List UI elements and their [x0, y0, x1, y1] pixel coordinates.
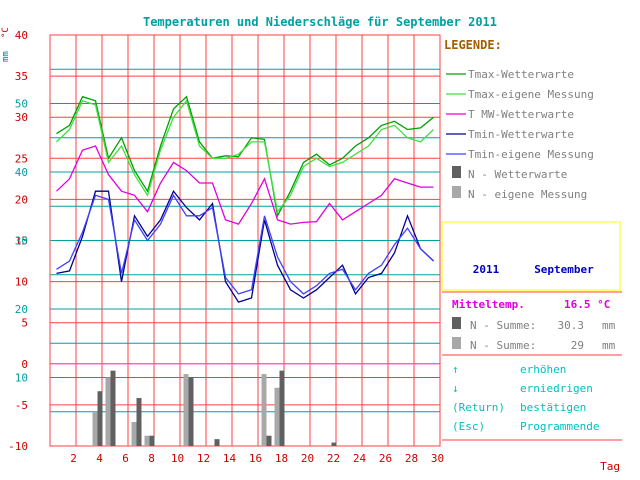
- temp-tick-label: 20: [15, 193, 28, 206]
- temp-tick-label: 25: [15, 152, 28, 165]
- precip-bar: [183, 374, 189, 446]
- precip-bar: [97, 391, 103, 446]
- precip-sum-unit: mm: [602, 319, 616, 332]
- precip-bar: [131, 422, 137, 446]
- x-axis-label: Tag: [600, 460, 620, 473]
- precip-bar: [136, 398, 142, 446]
- precip-bar: [188, 377, 194, 446]
- series-line-1: [56, 99, 434, 214]
- temp-unit-label: °C: [1, 27, 11, 38]
- stats-swatch: [452, 337, 461, 349]
- precip-tick-label: 40: [15, 166, 28, 179]
- x-tick-label: 4: [96, 452, 103, 465]
- control-key: ↓: [452, 382, 459, 395]
- control-key: (Return): [452, 401, 505, 414]
- control-key: ↑: [452, 363, 459, 376]
- plot-frame: [49, 34, 441, 447]
- temp-tick-label: 35: [15, 70, 28, 83]
- control-label: erhöhen: [520, 363, 566, 376]
- precip-bars: [92, 370, 337, 446]
- x-tick-label: 8: [148, 452, 155, 465]
- control-label: bestätigen: [520, 401, 586, 414]
- precip-bar: [331, 442, 337, 446]
- legend-panel: [441, 34, 625, 220]
- x-tick-label: 18: [275, 452, 288, 465]
- precip-tick-label: 20: [15, 303, 28, 316]
- precip-bar: [149, 435, 155, 446]
- x-tick-label: 12: [197, 452, 210, 465]
- x-tick-label: 26: [379, 452, 392, 465]
- legend-swatch: [452, 186, 461, 198]
- control-label: erniedrigen: [520, 382, 593, 395]
- precip-bar: [279, 370, 285, 446]
- x-tick-label: 14: [223, 452, 237, 465]
- legend-item-label: Tmax-Wetterwarte: [468, 68, 574, 81]
- legend-swatch: [452, 166, 461, 178]
- precip-gridlines: [50, 68, 440, 413]
- precip-bar: [144, 435, 150, 446]
- legend-item-label: Tmin-Wetterwarte: [468, 128, 574, 141]
- period-box: [441, 221, 621, 291]
- legend-item-label: Tmax-eigene Messung: [468, 88, 594, 101]
- temp-tick-label: 40: [15, 29, 28, 42]
- precip-bar: [261, 374, 267, 446]
- legend-item-label: T MW-Wetterwarte: [468, 108, 574, 121]
- period-month: September: [534, 263, 594, 276]
- temp-tick-label: 0: [21, 358, 28, 371]
- x-tick-label: 6: [122, 452, 129, 465]
- precip-sum-label: N - Summe:: [470, 339, 536, 352]
- x-tick-label: 20: [301, 452, 314, 465]
- x-tick-label: 28: [405, 452, 418, 465]
- precip-sum-value: 29: [571, 339, 584, 352]
- temp-tick-label: 10: [15, 276, 28, 289]
- precip-sum-label: N - Summe:: [470, 319, 536, 332]
- x-tick-label: 16: [249, 452, 262, 465]
- temp-tick-label: 5: [21, 317, 28, 330]
- period-year: 2011: [473, 263, 500, 276]
- precip-bar: [92, 411, 98, 446]
- mean-temp-label: Mitteltemp.: [452, 298, 525, 311]
- precip-tick-label: 10: [15, 372, 28, 385]
- stats-swatch: [452, 317, 461, 329]
- precip-bar: [214, 439, 220, 446]
- precip-bar: [110, 370, 116, 446]
- temp-tick-label: 15: [15, 235, 28, 248]
- precip-bar: [266, 435, 272, 446]
- control-key: (Esc): [452, 420, 485, 433]
- chart-title: Temperaturen und Niederschläge für Septe…: [143, 15, 497, 29]
- precip-sum-unit: mm: [602, 339, 616, 352]
- x-tick-label: 24: [353, 452, 367, 465]
- x-tick-label: 10: [171, 452, 184, 465]
- precip-sum-value: 30.3: [558, 319, 585, 332]
- legend-item-label: Tmin-eigene Messung: [468, 148, 594, 161]
- temp-tick-label: 30: [15, 111, 28, 124]
- series-line-2: [56, 145, 434, 225]
- legend-title: LEGENDE:: [444, 38, 502, 52]
- legend-item-label: N - eigene Messung: [468, 188, 587, 201]
- legend-item-label: N - Wetterwarte: [468, 168, 567, 181]
- precip-tick-label: 30: [15, 235, 28, 248]
- temp-tick-label: -10: [8, 440, 28, 453]
- temp-tick-label: -5: [15, 399, 28, 412]
- x-tick-label: 30: [431, 452, 444, 465]
- x-tick-label: 2: [70, 452, 77, 465]
- precip-bar: [274, 387, 280, 446]
- precip-unit-label: mm: [1, 51, 11, 62]
- control-label: Programmende: [520, 420, 599, 433]
- series-line-3: [56, 189, 434, 303]
- x-tick-label: 22: [327, 452, 340, 465]
- mean-temp-value: 16.5 °C: [564, 298, 610, 311]
- precip-bar: [105, 377, 111, 446]
- precip-tick-label: 50: [15, 98, 28, 111]
- series-line-4: [56, 193, 434, 295]
